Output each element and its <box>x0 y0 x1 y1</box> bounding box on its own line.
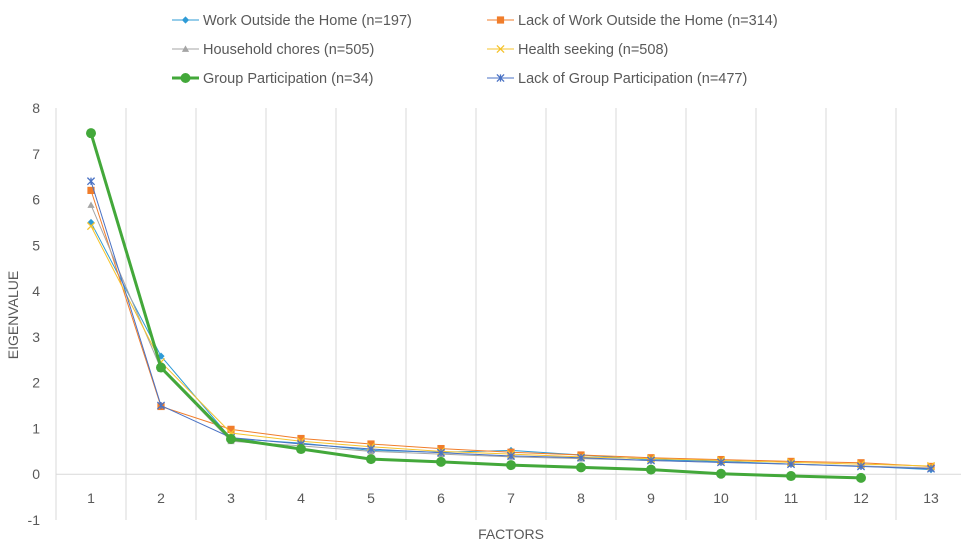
data-point <box>227 425 235 433</box>
legend-label: Group Participation (n=34) <box>203 71 373 87</box>
series-5 <box>86 177 936 473</box>
series-layer <box>86 128 936 483</box>
legend-swatch-marker <box>181 45 190 52</box>
legend-label: Lack of Work Outside the Home (n=314) <box>518 13 778 29</box>
data-point <box>87 218 95 227</box>
legend: Work Outside the Home (n=197) Lack of Wor… <box>172 13 778 87</box>
x-tick-label: 1 <box>87 490 95 506</box>
y-tick-labels: -1 0 1 2 3 4 5 6 7 8 <box>28 100 41 528</box>
data-point <box>576 453 586 462</box>
data-point <box>297 434 305 443</box>
x-tick-label: 11 <box>784 490 799 506</box>
legend-swatch-marker <box>181 16 190 24</box>
x-tick-label: 10 <box>713 490 729 506</box>
data-point <box>926 464 936 473</box>
legend-item: Health seeking (n=508) <box>487 42 668 58</box>
data-point <box>507 448 515 456</box>
data-point <box>367 440 375 448</box>
grid-layer <box>55 108 961 520</box>
x-tick-label: 13 <box>923 490 939 506</box>
data-point <box>156 401 166 410</box>
data-point <box>506 451 516 460</box>
y-tick-label: 1 <box>32 420 40 436</box>
x-tick-label: 3 <box>227 490 235 506</box>
x-tick-label: 7 <box>507 490 515 506</box>
series-line <box>90 222 932 471</box>
y-tick-label: 7 <box>32 146 40 162</box>
series-line <box>90 204 932 469</box>
y-tick-label: 3 <box>32 329 40 345</box>
data-point <box>86 128 96 139</box>
x-tick-label: 5 <box>367 490 375 506</box>
y-axis-title: EIGENVALUE <box>5 271 21 359</box>
data-point <box>786 471 796 482</box>
series-4 <box>86 128 866 483</box>
y-tick-label: 6 <box>32 192 40 208</box>
data-point <box>646 464 656 475</box>
legend-label: Lack of Group Participation (n=477) <box>518 71 747 87</box>
legend-item: Work Outside the Home (n=197) <box>172 13 412 29</box>
data-point <box>576 462 586 473</box>
data-point <box>226 433 236 444</box>
data-point <box>856 462 866 471</box>
series-1 <box>87 186 935 471</box>
x-tick-label: 2 <box>157 490 165 506</box>
series-3 <box>86 222 936 471</box>
series-line <box>90 225 932 467</box>
x-tick-label: 9 <box>647 490 655 506</box>
data-point <box>437 444 445 453</box>
y-tick-label: 4 <box>32 283 40 299</box>
y-tick-label: 8 <box>32 100 40 116</box>
series-line <box>89 132 862 480</box>
y-tick-label: 0 <box>32 466 40 482</box>
legend-label: Health seeking (n=508) <box>518 42 668 58</box>
legend-item: Group Participation (n=34) <box>172 71 373 87</box>
data-point <box>436 456 446 467</box>
data-point <box>86 222 96 231</box>
y-tick-label: 2 <box>32 375 40 391</box>
legend-swatch-marker <box>180 73 191 83</box>
legend-item: Lack of Group Participation (n=477) <box>487 71 747 87</box>
x-tick-labels: 1 2 3 4 5 6 7 8 9 10 11 12 13 <box>87 490 939 506</box>
data-point <box>87 201 95 208</box>
data-point <box>856 472 866 483</box>
legend-item: Household chores (n=505) <box>172 42 374 58</box>
data-point <box>296 444 306 455</box>
data-point <box>87 186 95 194</box>
series-0 <box>87 218 935 474</box>
data-point <box>156 362 166 373</box>
x-axis-title: FACTORS <box>478 526 544 541</box>
legend-swatch-marker <box>496 73 505 83</box>
legend-item: Lack of Work Outside the Home (n=314) <box>487 13 778 29</box>
x-tick-label: 12 <box>853 490 869 506</box>
legend-label: Work Outside the Home (n=197) <box>203 13 412 29</box>
y-tick-label: 5 <box>32 237 40 253</box>
x-tick-label: 8 <box>577 490 585 506</box>
data-point <box>506 460 516 471</box>
data-point <box>646 456 656 465</box>
data-point <box>366 454 376 465</box>
data-point <box>366 444 376 454</box>
data-point <box>436 448 446 457</box>
data-point <box>86 177 96 186</box>
x-tick-label: 6 <box>437 490 445 506</box>
data-point <box>716 458 726 467</box>
legend-swatch-marker <box>496 44 505 54</box>
legend-swatch-marker <box>496 16 505 24</box>
data-point <box>716 468 726 479</box>
data-point <box>786 460 796 469</box>
y-tick-label: -1 <box>28 512 41 528</box>
legend-label: Household chores (n=505) <box>203 42 374 58</box>
x-tick-label: 4 <box>297 490 305 506</box>
